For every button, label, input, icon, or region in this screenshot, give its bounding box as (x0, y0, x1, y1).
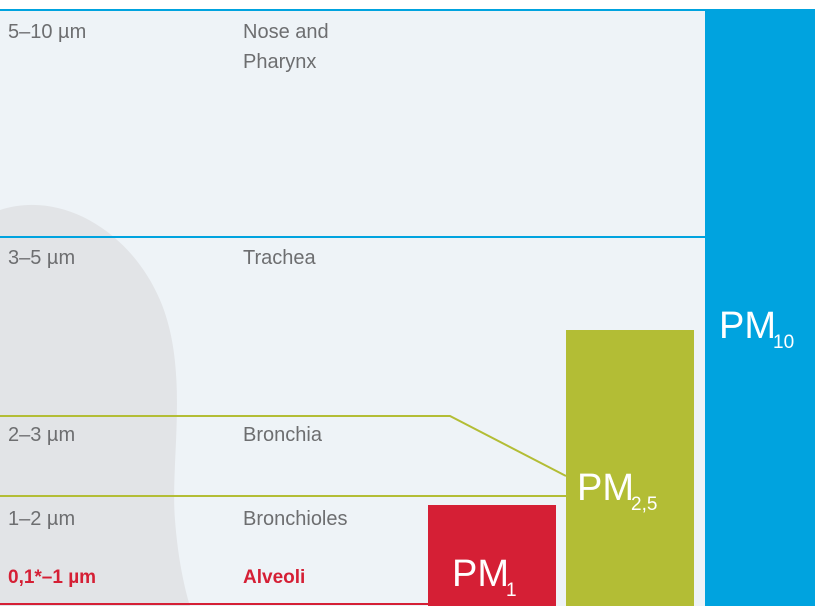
region-label: Alveoli (243, 567, 305, 588)
size-label: 5–10 µm (8, 21, 86, 43)
pm-subscript: 2,5 (631, 494, 657, 515)
region-label: Trachea (243, 247, 317, 269)
size-label: 0,1*–1 µm (8, 567, 96, 588)
size-label: 2–3 µm (8, 424, 75, 446)
region-label: Bronchioles (243, 508, 348, 530)
region-label: Pharynx (243, 51, 316, 73)
pm-label: PM (577, 467, 634, 509)
pm-label: PM (452, 553, 509, 595)
diagram: 5–10 µm Nose and Pharynx 3–5 µm Trachea … (0, 0, 815, 606)
size-label: 3–5 µm (8, 247, 75, 269)
pm-subscript: 10 (773, 332, 794, 353)
region-label: Nose and (243, 21, 329, 43)
pm-label: PM (719, 305, 776, 347)
size-label: 1–2 µm (8, 508, 75, 530)
region-label: Bronchia (243, 424, 323, 446)
pm-subscript: 1 (506, 580, 517, 601)
